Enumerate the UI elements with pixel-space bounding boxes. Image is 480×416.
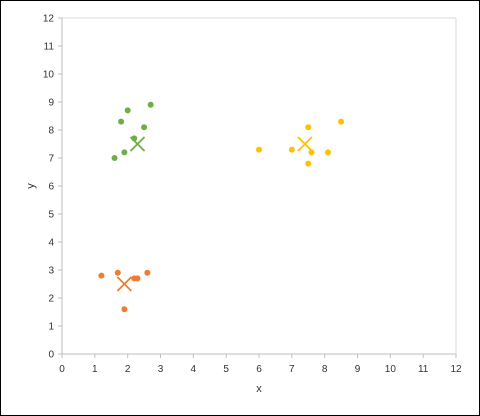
centroid-x-mark (116, 276, 133, 292)
data-point (256, 146, 262, 153)
data-point (305, 124, 312, 131)
data-point (324, 149, 331, 156)
y-tick-label: 11 (44, 42, 55, 53)
y-tick-label: 10 (43, 70, 55, 81)
data-point (98, 272, 105, 279)
y-tick-label: 3 (48, 266, 54, 277)
x-tick-label: 5 (223, 364, 229, 375)
data-point (144, 269, 151, 276)
x-tick-label: 7 (289, 364, 295, 375)
data-point (288, 146, 295, 153)
x-tick-label: 1 (92, 364, 98, 375)
axes (61, 17, 457, 355)
x-tick-label: 2 (125, 364, 131, 375)
data-point (114, 269, 121, 276)
data-point (121, 149, 128, 156)
y-tick-label: 5 (48, 210, 54, 221)
x-tick-label: 11 (418, 364, 429, 375)
data-point (134, 275, 141, 282)
x-axis-title: x (256, 383, 262, 395)
data-point (305, 160, 312, 167)
y-tick-label: 4 (48, 238, 54, 249)
data-point (308, 149, 315, 156)
y-tick-label: 12 (43, 14, 55, 25)
x-tick-label: 6 (256, 364, 262, 375)
y-tick-label: 7 (48, 154, 54, 165)
centroid-x-mark (297, 136, 313, 152)
centroid-x-mark (129, 136, 146, 152)
x-tick-label: 12 (450, 364, 462, 375)
x-tick-labels: 0 1 2 3 4 5 6 7 8 9 10 11 12 (59, 354, 462, 375)
y-axis-title: y (25, 183, 37, 189)
x-tick-label: 0 (59, 364, 65, 375)
x-tick-label: 9 (355, 364, 361, 375)
data-point (118, 118, 125, 125)
x-tick-label: 3 (158, 364, 164, 375)
x-tick-label: 8 (322, 364, 328, 375)
data-point (147, 101, 154, 108)
data-point (111, 155, 118, 161)
y-tick-label: 1 (48, 322, 54, 333)
y-tick-label: 2 (48, 294, 54, 305)
data-point (124, 107, 131, 114)
y-tick-label: 9 (48, 98, 54, 109)
data-point (141, 124, 148, 131)
data-point (121, 306, 128, 313)
y-tick-label: 6 (48, 182, 54, 193)
data-point (338, 118, 345, 125)
x-tick-label: 10 (385, 364, 397, 375)
y-tick-label: 8 (48, 126, 54, 137)
data-marks (98, 101, 345, 313)
y-tick-label: 0 (48, 350, 54, 361)
x-tick-label: 4 (191, 364, 197, 375)
